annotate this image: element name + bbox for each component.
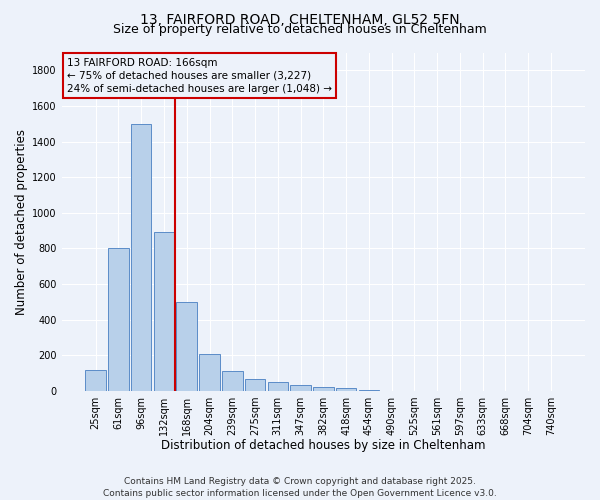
Bar xyxy=(176,302,197,391)
Y-axis label: Number of detached properties: Number of detached properties xyxy=(15,128,28,314)
Bar xyxy=(131,124,151,391)
Bar xyxy=(313,386,334,391)
Bar xyxy=(108,248,128,391)
Bar xyxy=(154,232,174,391)
Bar xyxy=(199,354,220,391)
Bar xyxy=(290,384,311,391)
Bar xyxy=(85,370,106,391)
Bar xyxy=(359,390,379,391)
Bar xyxy=(268,382,288,391)
X-axis label: Distribution of detached houses by size in Cheltenham: Distribution of detached houses by size … xyxy=(161,440,485,452)
Bar xyxy=(336,388,356,391)
Bar xyxy=(222,372,242,391)
Text: Contains HM Land Registry data © Crown copyright and database right 2025.
Contai: Contains HM Land Registry data © Crown c… xyxy=(103,476,497,498)
Text: Size of property relative to detached houses in Cheltenham: Size of property relative to detached ho… xyxy=(113,24,487,36)
Bar xyxy=(245,380,265,391)
Text: 13, FAIRFORD ROAD, CHELTENHAM, GL52 5FN: 13, FAIRFORD ROAD, CHELTENHAM, GL52 5FN xyxy=(140,12,460,26)
Text: 13 FAIRFORD ROAD: 166sqm
← 75% of detached houses are smaller (3,227)
24% of sem: 13 FAIRFORD ROAD: 166sqm ← 75% of detach… xyxy=(67,58,332,94)
